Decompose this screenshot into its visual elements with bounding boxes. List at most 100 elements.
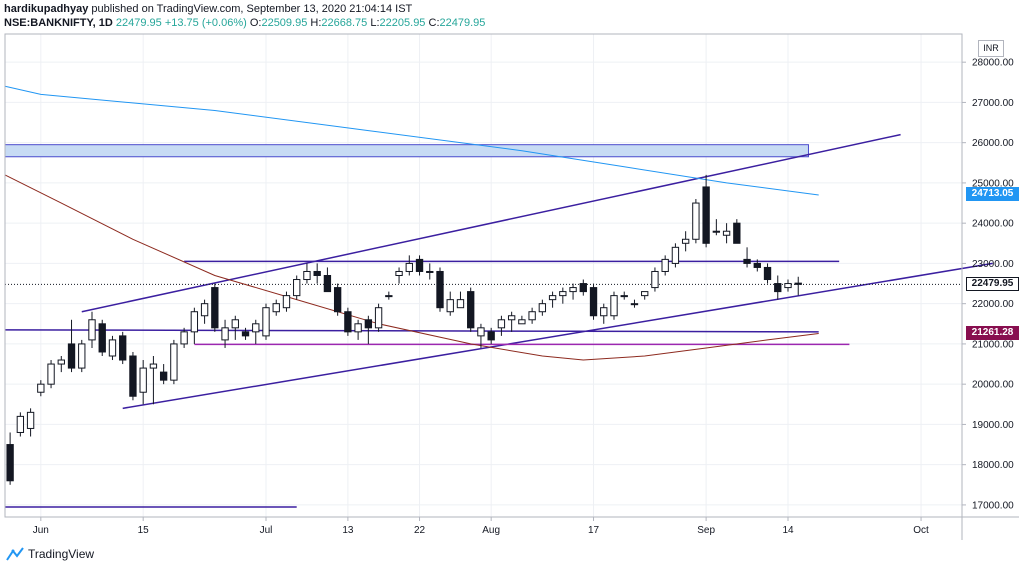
candle (211, 283, 219, 332)
candle-body (149, 363, 158, 369)
last-price: 22479.95 (115, 17, 162, 29)
candle (507, 311, 516, 332)
candle-body (477, 327, 485, 337)
candle-body (37, 383, 45, 393)
candle-body (57, 359, 65, 365)
candle (774, 275, 782, 300)
candle-body (252, 323, 260, 333)
footer-brand[interactable]: TradingView (6, 547, 94, 561)
price-change: +13.75 (+0.06%) (164, 17, 247, 29)
trend-line (122, 262, 993, 410)
x-tick-label: 15 (138, 525, 150, 536)
candle-body (47, 363, 55, 385)
candle (37, 380, 45, 397)
candle-body (589, 287, 598, 317)
candle (436, 267, 444, 312)
candle-body (722, 230, 731, 236)
candle-body (794, 282, 802, 285)
moving-averages (4, 85, 819, 361)
candle-body (712, 230, 721, 233)
y-tick-label: 17000.00 (972, 500, 1014, 511)
x-tick-label: 14 (782, 525, 794, 536)
candle (589, 283, 598, 320)
candle-body (241, 331, 250, 337)
x-tick-label: Jul (260, 525, 273, 536)
candle-body (262, 307, 270, 337)
candle (415, 255, 424, 276)
brand-name: TradingView (28, 547, 95, 561)
candle-body (313, 270, 321, 277)
candles (6, 174, 802, 485)
y-tick-label: 23000.00 (972, 259, 1014, 270)
candle-body (456, 299, 465, 309)
publisher-user[interactable]: hardikupadhyay (4, 3, 89, 15)
candle (794, 276, 802, 296)
candle-body (272, 303, 280, 313)
candle-body (293, 279, 301, 297)
candle (119, 331, 127, 365)
candle (293, 275, 301, 300)
candle (641, 291, 649, 300)
candle (528, 307, 536, 324)
candle (190, 307, 199, 344)
high-label: H: (310, 17, 322, 29)
chart-frame (4, 33, 1019, 540)
candle (477, 323, 485, 348)
y-tick-label: 21000.00 (972, 339, 1014, 350)
currency-label[interactable]: INR (978, 40, 1004, 57)
candle (702, 174, 710, 248)
candle-body (6, 444, 14, 482)
candle-body (487, 331, 495, 341)
candle-body (16, 415, 25, 433)
candle (518, 315, 526, 325)
candle-body (518, 319, 526, 325)
candle (712, 219, 721, 236)
candle-body (323, 275, 332, 293)
time-axis[interactable]: Jun 15 Jul 13 22 Aug 17 Sep 14 Oct (33, 517, 929, 536)
candle-body (528, 311, 536, 321)
candle (282, 291, 291, 312)
candle (446, 291, 454, 316)
candle-body (610, 295, 618, 317)
high-value: 22668.75 (321, 17, 368, 29)
candle-body (507, 315, 516, 321)
price-axis[interactable]: 17000.00 18000.00 19000.00 20000.00 21000.00… (962, 58, 1014, 512)
symbol-line: NSE:BANKNIFTY, 1D 22479.95 +13.75 (+0.06… (4, 16, 1014, 30)
candle (722, 223, 731, 244)
candle-body (641, 291, 649, 297)
candle-body (702, 186, 710, 244)
candle (661, 255, 669, 276)
candle-body (467, 291, 475, 329)
x-tick-label: 22 (414, 525, 426, 536)
candle-body (446, 299, 454, 313)
candle-body (385, 295, 393, 298)
candle (26, 408, 35, 437)
candle (456, 291, 465, 309)
candle-body (743, 258, 751, 264)
y-tick-label: 18000.00 (972, 460, 1014, 471)
candle-body (98, 323, 106, 353)
resistance-zone (4, 144, 809, 158)
x-tick-label: 17 (588, 525, 600, 536)
symbol-name[interactable]: NSE:BANKNIFTY, 1D (4, 17, 113, 29)
candle (548, 291, 557, 308)
publisher-line: hardikupadhyay published on TradingView.… (4, 2, 1014, 16)
candle-body (139, 367, 147, 393)
candle-body (753, 262, 761, 268)
candle-body (497, 319, 506, 329)
y-tick-label: 26000.00 (972, 138, 1014, 149)
candle (241, 327, 250, 340)
candle-body (200, 303, 209, 317)
candle-body (405, 262, 413, 272)
candle (763, 263, 772, 284)
candle (252, 319, 260, 344)
candle-body (733, 222, 741, 244)
candle-body (548, 295, 557, 301)
y-tick-label: 19000.00 (972, 420, 1014, 431)
candle (569, 283, 577, 300)
candle-body (600, 307, 608, 317)
candle-body (282, 295, 291, 309)
y-tick-label: 25000.00 (972, 178, 1014, 189)
price-tag: 21261.28 (966, 326, 1019, 341)
